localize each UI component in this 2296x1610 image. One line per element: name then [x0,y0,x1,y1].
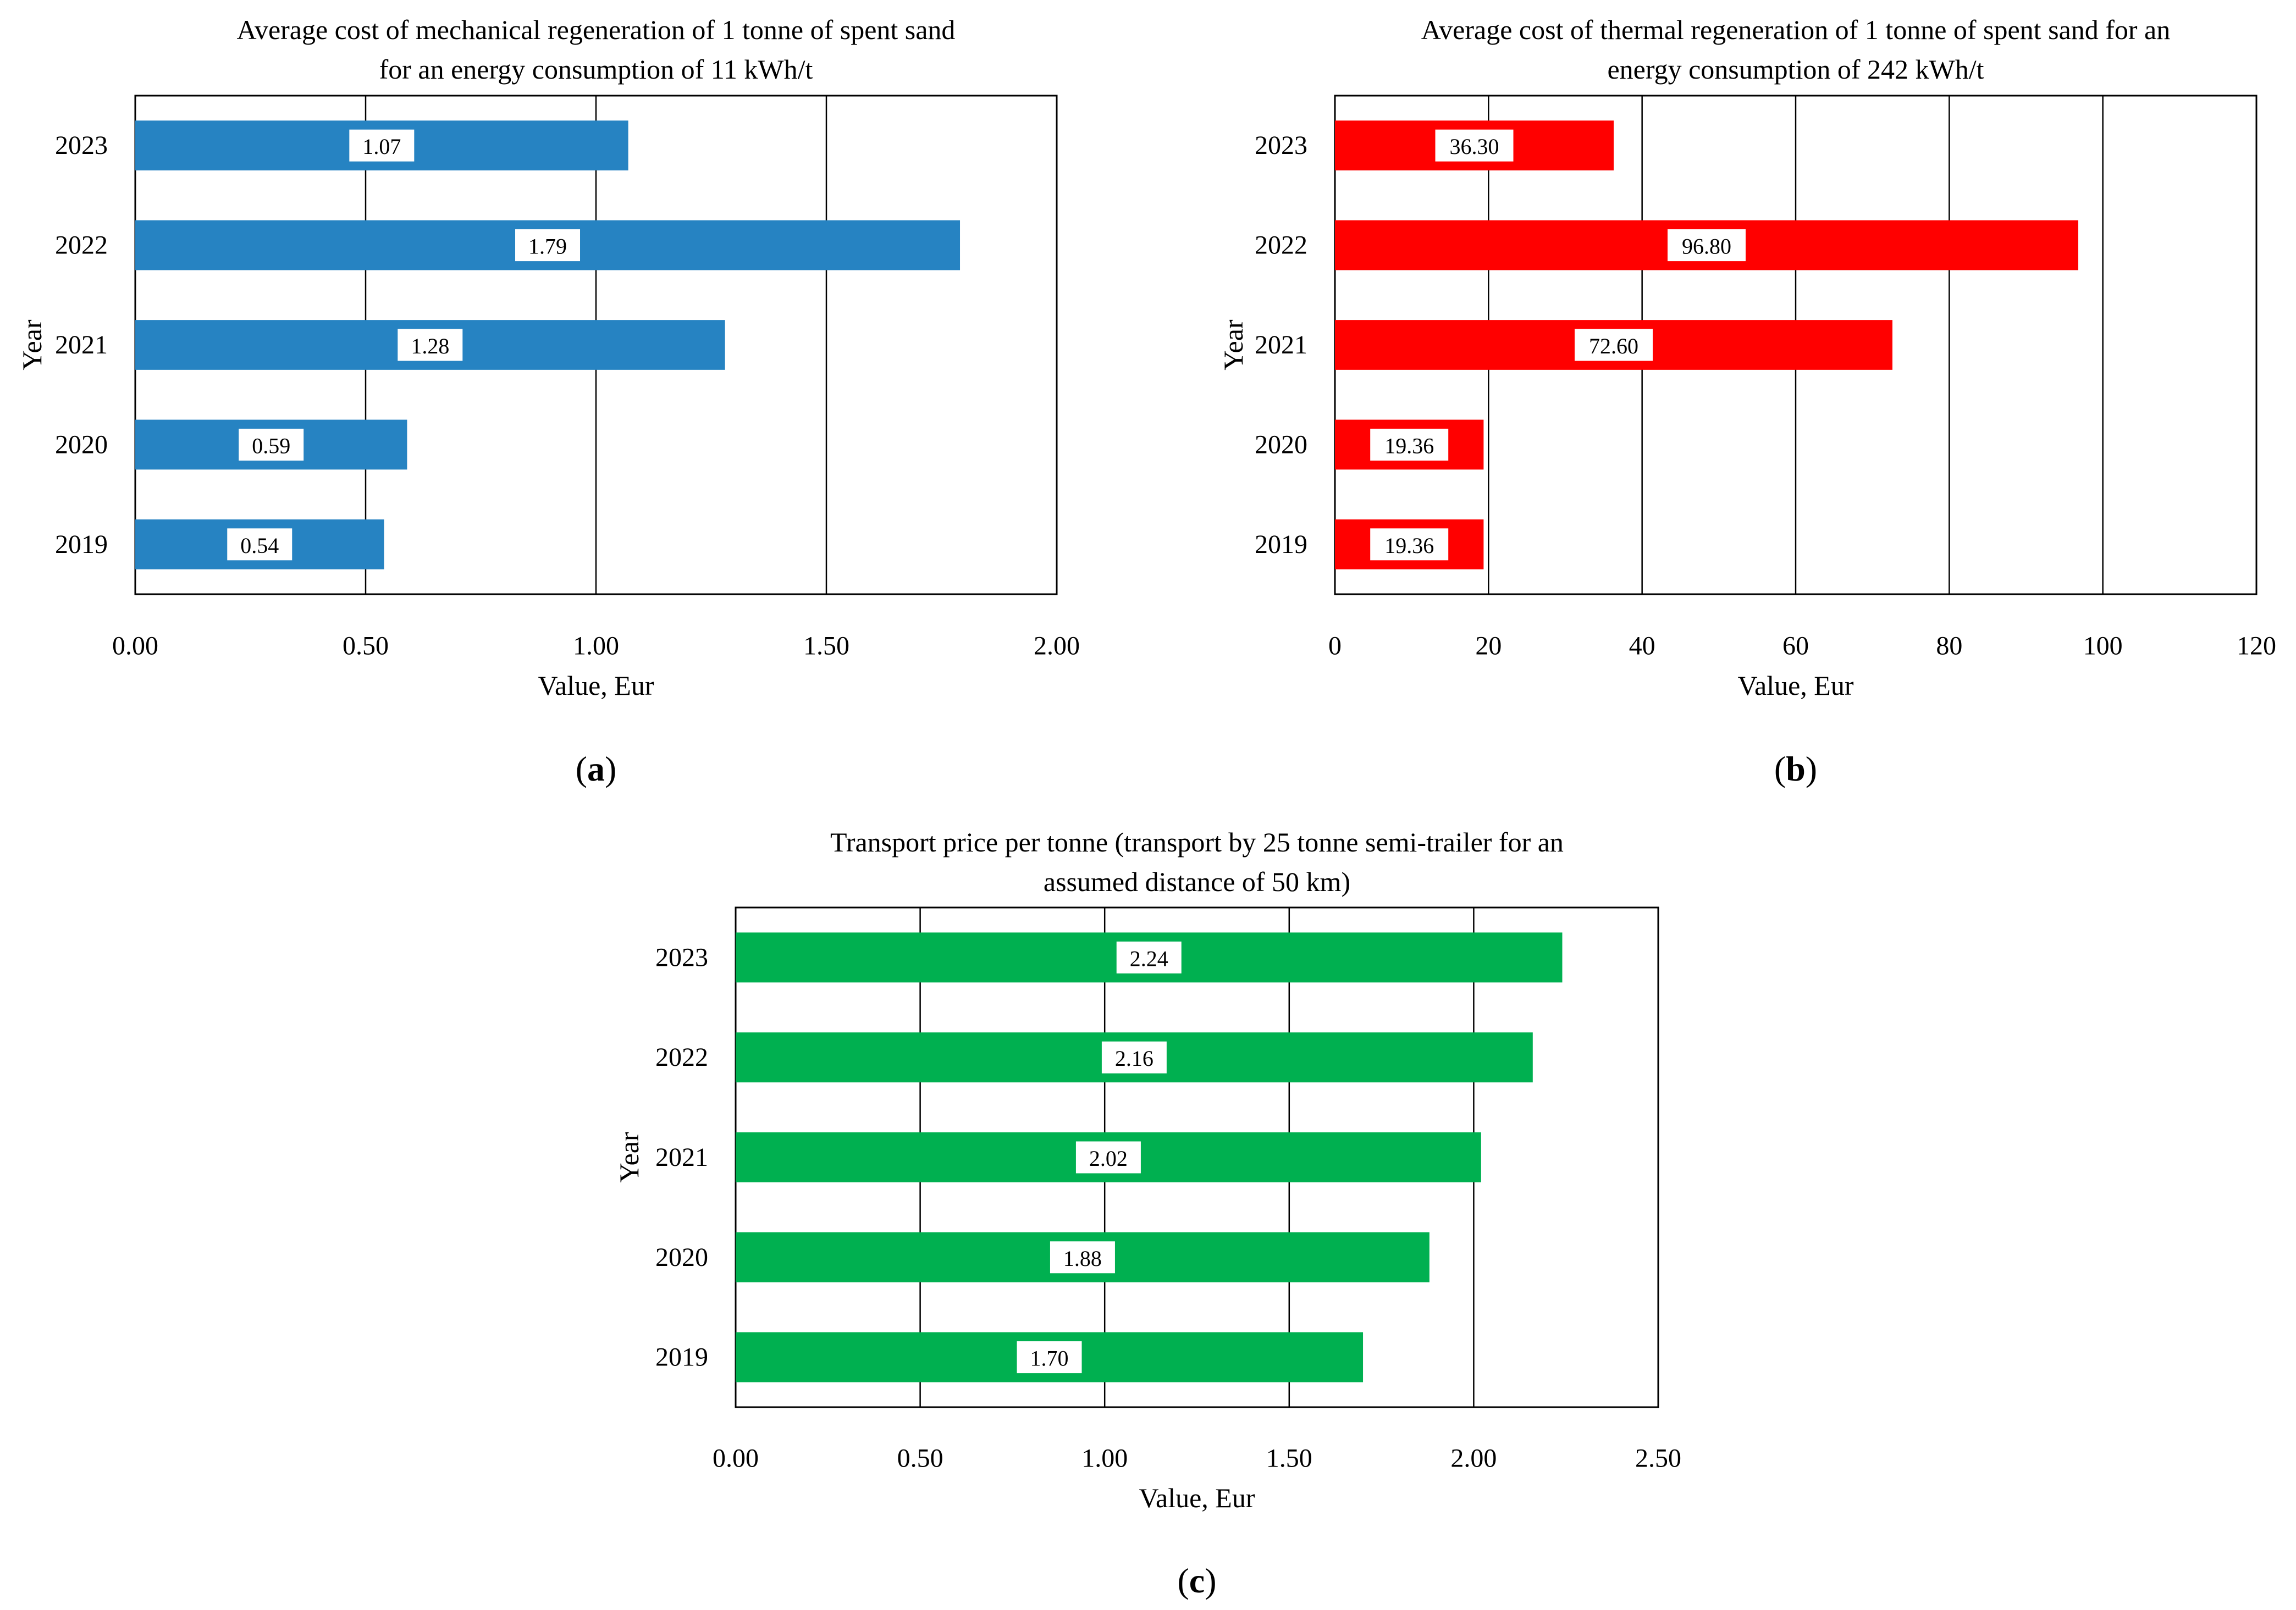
data-label: 72.60 [1589,334,1638,358]
x-tick-label: 2.00 [1034,632,1080,661]
data-label: 2.16 [1115,1046,1153,1071]
data-label-box [1017,1341,1082,1374]
x-tick-label: 40 [1629,632,1655,661]
panel-label-open: ( [1177,1561,1189,1600]
y-tick-label: 2023 [55,131,108,160]
panel-label-letter: c [1189,1561,1205,1600]
chart-title-line: Transport price per tonne (transport by … [830,827,1564,857]
data-label-box [1435,129,1514,162]
data-label: 1.07 [362,134,401,159]
y-tick-label: 2020 [1255,430,1307,459]
x-tick-label: 60 [1782,632,1809,661]
panel-label-close: ) [1806,749,1817,788]
chart-title-line: for an energy consumption of 11 kWh/t [379,54,813,85]
y-tick-label: 2022 [655,1043,708,1072]
data-label-box [227,528,292,561]
data-label-box [239,428,304,461]
chart-panel-a: Average cost of mechanical regeneration … [16,14,1080,788]
y-axis-label: Year [1218,319,1249,370]
y-tick-label: 2021 [55,330,108,359]
y-tick-label: 2023 [1255,131,1307,160]
chart-title-line: Average cost of mechanical regeneration … [237,14,956,45]
data-label-box [1050,1241,1115,1274]
data-label: 0.54 [240,533,279,558]
panel-label: (b) [1774,749,1817,788]
y-tick-label: 2021 [655,1143,708,1172]
x-tick-label: 0.50 [897,1444,943,1473]
y-tick-label: 2020 [55,430,108,459]
data-label-box [1667,229,1746,262]
x-tick-label: 0.00 [112,632,158,661]
data-label: 19.36 [1384,533,1434,558]
y-tick-label: 2022 [55,231,108,260]
y-axis-label: Year [16,319,47,370]
chart-title-line: assumed distance of 50 km) [1044,866,1350,897]
panel-label: (c) [1177,1561,1216,1600]
data-label: 96.80 [1682,234,1731,259]
x-tick-label: 0.00 [713,1444,759,1473]
x-tick-label: 80 [1936,632,1962,661]
data-label-box [398,329,463,361]
y-tick-label: 2019 [55,530,108,559]
y-tick-label: 2022 [1255,231,1307,260]
data-label: 2.02 [1089,1146,1128,1171]
data-label: 2.24 [1130,946,1168,971]
chart-title-line: energy consumption of 242 kWh/t [1607,54,1984,85]
y-axis-label: Year [614,1132,644,1182]
chart-title-line: Average cost of thermal regeneration of … [1421,14,2170,45]
x-tick-label: 1.00 [1081,1444,1128,1473]
x-tick-label: 2.00 [1450,1444,1497,1473]
x-tick-label: 100 [2083,632,2123,661]
x-axis-label: Value, Eur [1737,670,1853,701]
chart-panel-c: Transport price per tonne (transport by … [614,827,1681,1600]
x-tick-label: 1.50 [1266,1444,1312,1473]
data-label: 19.36 [1384,433,1434,458]
x-tick-label: 1.50 [803,632,849,661]
x-tick-label: 1.00 [573,632,619,661]
panel-label-close: ) [605,749,616,788]
y-tick-label: 2020 [655,1243,708,1272]
y-tick-label: 2019 [1255,530,1307,559]
data-label-box [515,229,581,262]
data-label-box [1370,528,1449,561]
data-label-box [349,129,415,162]
data-label: 1.28 [411,334,449,358]
data-label-box [1116,941,1182,973]
y-tick-label: 2021 [1255,330,1307,359]
data-label: 1.70 [1030,1346,1069,1371]
y-tick-label: 2023 [655,943,708,972]
panel-label-close: ) [1205,1561,1216,1600]
panel-label: (a) [576,749,617,788]
data-label: 36.30 [1449,134,1499,159]
x-axis-label: Value, Eur [1139,1482,1255,1513]
data-label: 0.59 [252,433,290,458]
data-label-box [1370,428,1449,461]
data-label: 1.79 [528,234,567,259]
y-tick-label: 2019 [655,1343,708,1372]
x-axis-label: Value, Eur [538,670,654,701]
data-label-box [1075,1141,1141,1174]
panel-label-open: ( [576,749,587,788]
x-tick-label: 20 [1475,632,1502,661]
data-label: 1.88 [1063,1246,1102,1271]
data-label-box [1101,1041,1167,1074]
x-tick-label: 0 [1328,632,1342,661]
x-tick-label: 2.50 [1635,1444,1681,1473]
chart-panel-b: Average cost of thermal regeneration of … [1218,14,2276,788]
panel-label-open: ( [1774,749,1786,788]
data-label-box [1574,329,1653,361]
panel-label-letter: b [1786,749,1806,788]
x-tick-label: 0.50 [343,632,389,661]
panel-label-letter: a [587,749,605,788]
x-tick-label: 120 [2237,632,2276,661]
